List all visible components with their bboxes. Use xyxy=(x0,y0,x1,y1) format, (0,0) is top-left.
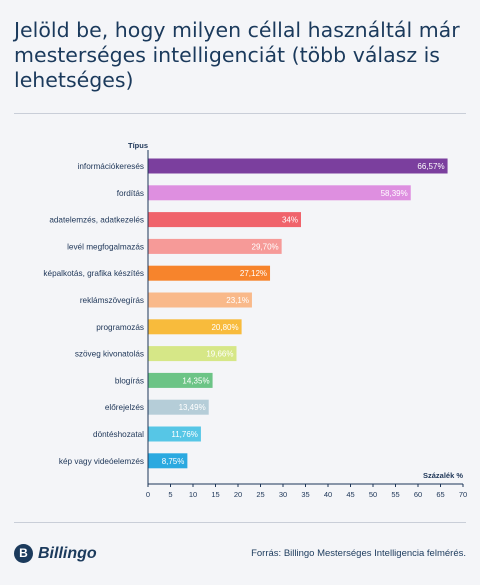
source-note: Forrás: Billingo Mesterséges Intelligenc… xyxy=(251,548,466,559)
x-tick-label: 45 xyxy=(346,490,354,499)
logo-text: Billingo xyxy=(38,544,97,562)
x-tick-label: 5 xyxy=(168,490,172,499)
value-label: 34% xyxy=(282,216,298,225)
x-tick-label: 20 xyxy=(234,490,242,499)
value-label: 58,39% xyxy=(381,189,408,198)
value-label: 13,49% xyxy=(179,403,206,412)
value-label: 20,80% xyxy=(211,323,238,332)
value-label: 66,57% xyxy=(417,162,444,171)
category-label: képalkotás, grafika készítés xyxy=(43,269,144,278)
x-tick-label: 70 xyxy=(459,490,467,499)
x-tick-label: 25 xyxy=(256,490,264,499)
value-label: 29,70% xyxy=(252,242,279,251)
y-axis-label: Típus xyxy=(128,141,148,150)
x-tick-label: 0 xyxy=(146,490,150,499)
bar xyxy=(148,399,209,415)
bars-group: információkeresés 66,57% fordítás 58,39% ada… xyxy=(43,158,448,469)
x-tick-label: 40 xyxy=(324,490,332,499)
category-label: blogírás xyxy=(115,376,144,385)
category-label: adatelemzés, adatkezelés xyxy=(49,216,144,225)
bar xyxy=(148,212,301,228)
value-label: 27,12% xyxy=(240,269,267,278)
value-label: 19,66% xyxy=(206,350,233,359)
value-label: 23,1% xyxy=(226,296,249,305)
category-label: döntéshozatal xyxy=(93,430,144,439)
bar xyxy=(148,372,213,388)
bar xyxy=(148,158,448,174)
bar xyxy=(148,185,411,201)
category-label: szöveg kivonatolás xyxy=(75,350,144,359)
category-label: kép vagy videóelemzés xyxy=(59,457,144,466)
x-axis-label: Százalék % xyxy=(423,471,463,480)
value-label: 14,35% xyxy=(182,376,209,385)
x-tick-label: 15 xyxy=(211,490,219,499)
category-label: levél megfogalmazás xyxy=(67,242,144,251)
bar xyxy=(148,238,282,254)
header-divider xyxy=(14,113,466,114)
bar xyxy=(148,426,201,442)
bar xyxy=(148,453,188,469)
x-axis: 0 5 10 15 20 25 30 35 40 45 50 55 60 65 70 xyxy=(146,150,467,499)
x-tick-label: 10 xyxy=(189,490,197,499)
x-tick-label: 50 xyxy=(369,490,377,499)
billingo-logo: B Billingo xyxy=(14,544,97,563)
footer-divider xyxy=(14,522,466,523)
bar xyxy=(148,265,271,281)
value-label: 11,76% xyxy=(171,430,198,439)
category-label: fordítás xyxy=(117,189,144,198)
x-tick-label: 30 xyxy=(279,490,287,499)
bar xyxy=(148,319,242,335)
x-tick-label: 35 xyxy=(301,490,309,499)
category-label: előrejelzés xyxy=(105,403,144,412)
bar xyxy=(148,346,237,362)
category-label: programozás xyxy=(96,323,144,332)
category-label: reklámszövegírás xyxy=(80,296,144,305)
page-title: Jelöld be, hogy milyen céllal használtál… xyxy=(14,18,460,92)
bar xyxy=(148,292,252,308)
x-tick-label: 55 xyxy=(391,490,399,499)
x-tick-label: 60 xyxy=(414,490,422,499)
billingo-logo-icon: B xyxy=(14,544,33,563)
x-tick-label: 65 xyxy=(436,490,444,499)
bar-chart: Típus Százalék % információkeresés 66,57%… xyxy=(43,141,467,499)
category-label: információkeresés xyxy=(78,162,144,171)
value-label: 8,75% xyxy=(162,457,185,466)
